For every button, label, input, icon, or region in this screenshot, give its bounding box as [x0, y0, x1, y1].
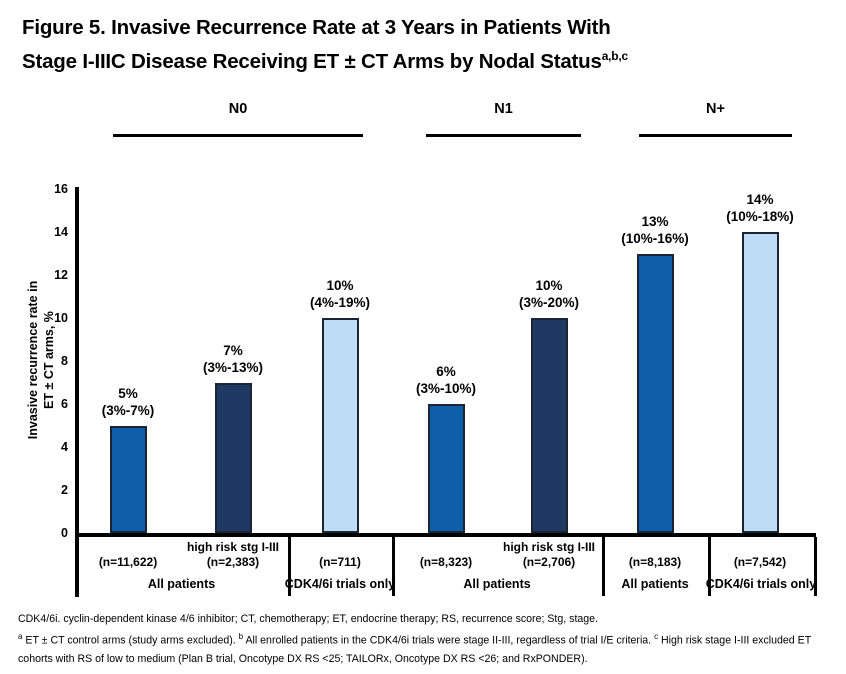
section-divider: [602, 537, 605, 596]
bar-value-label: 7% (3%-13%): [158, 342, 308, 376]
bar-n-label: (n=7,542): [680, 555, 840, 570]
bar-value-label: 6% (3%-10%): [371, 363, 521, 397]
bar-value-label: 5% (3%-7%): [53, 385, 203, 419]
bar: [321, 318, 359, 533]
bar-ci-text: (3%-7%): [101, 402, 155, 418]
footnote-note-b: All enrolled patients in the CDK4/6i tri…: [243, 634, 655, 647]
footnote-details: a ET ± CT control arms (study arms exclu…: [18, 628, 836, 668]
bar-ci-text: (3%-20%): [518, 295, 580, 310]
bar-n-text: (n=8,183): [628, 555, 682, 569]
bar-percent-text: 14%: [746, 192, 774, 207]
footnote-note-a: ET ± CT control arms (study arms exclude…: [22, 634, 239, 647]
bar-ci-text: (3%-10%): [415, 381, 477, 396]
bar-n-label: (n=711): [260, 555, 420, 570]
footnotes: CDK4/6i. cyclin-dependent kinase 4/6 inh…: [18, 610, 836, 668]
section-divider: [708, 537, 711, 596]
bar-value-label: 10% (4%-19%): [265, 277, 415, 311]
figure-title: Figure 5. Invasive Recurrence Rate at 3 …: [22, 14, 812, 76]
bar: [214, 382, 252, 533]
bar-n-label: high risk stg I-III (n=2,383): [153, 540, 313, 570]
y-axis-line: [75, 187, 79, 597]
group-header: N1: [426, 101, 581, 137]
y-axis-tick-label: 0: [61, 526, 68, 540]
section-label: All patients: [463, 577, 531, 591]
bar-n-text: (n=711): [319, 555, 361, 569]
section-label: All patients: [621, 577, 689, 591]
bar: [636, 253, 674, 533]
bar-n-label: (n=8,323): [366, 555, 526, 570]
figure-title-line1: Figure 5. Invasive Recurrence Rate at 3 …: [22, 16, 611, 39]
bar-n-text: (n=11,622): [98, 555, 158, 569]
footnote-sup-c: c: [654, 632, 659, 641]
footnote-sup-a: a: [18, 632, 23, 641]
group-header: N+: [639, 101, 792, 137]
group-header-label: N+: [706, 101, 725, 117]
bar-ci-text: (4%-19%): [309, 295, 371, 310]
bar-percent-text: 7%: [223, 342, 243, 358]
bar: [530, 318, 568, 533]
section-divider: [392, 537, 395, 596]
bar: [109, 425, 147, 533]
bar-value-label: 13% (10%-16%): [580, 213, 730, 247]
bar-percent-text: 5%: [118, 385, 138, 401]
bar-n-label: high risk stg I-III (n=2,706): [469, 540, 629, 570]
y-axis-tick-label: 12: [54, 268, 68, 282]
bar-value-label: 10% (3%-20%): [474, 277, 624, 311]
section-divider: [814, 537, 817, 596]
y-axis-tick-label: 2: [61, 483, 68, 497]
bar-percent-text: 13%: [641, 213, 669, 229]
section-label: CDK4/6i trials only: [284, 577, 396, 591]
bar-sublabel-text: high risk stg I-III: [502, 540, 595, 554]
figure-title-line2: Stage I-IIIC Disease Receiving ET ± CT A…: [22, 49, 602, 73]
x-axis-line: [75, 533, 816, 537]
bar-value-label: 14% (10%-18%): [685, 191, 835, 225]
bar-ci-text: (3%-13%): [202, 359, 264, 375]
y-axis-tick-label: 6: [61, 397, 68, 411]
bar-percent-text: 10%: [326, 278, 354, 293]
y-axis-tick-label: 4: [61, 440, 68, 454]
bar-n-text: (n=8,323): [419, 555, 473, 569]
footnote-abbreviations: CDK4/6i. cyclin-dependent kinase 4/6 inh…: [18, 613, 599, 625]
y-axis-tick-label: 8: [61, 354, 68, 368]
figure-title-superscript: a,b,c: [601, 49, 629, 63]
bar: [427, 404, 465, 533]
bar-n-text: (n=7,542): [733, 555, 787, 569]
y-axis-tick-label: 16: [54, 182, 68, 196]
bar-n-text: (n=2,383): [206, 555, 260, 569]
y-axis-tick-label: 14: [54, 225, 68, 239]
y-axis-tick-label: 10: [54, 311, 68, 325]
footnote-note-c: High risk stage I-III excluded ET cohort…: [18, 634, 811, 665]
group-header-label: N0: [228, 101, 248, 117]
bar-n-text: (n=2,706): [522, 555, 576, 569]
section-label: All patients: [147, 577, 216, 591]
bar-ci-text: (10%-18%): [726, 209, 794, 224]
group-header: N0: [113, 101, 363, 137]
group-header-label: N1: [494, 101, 513, 117]
bar-n-label: (n=8,183): [575, 555, 735, 570]
section-divider: [288, 537, 291, 596]
bar-percent-text: 6%: [436, 364, 456, 379]
footnote-sup-b: b: [238, 632, 244, 641]
bar-ci-text: (10%-16%): [621, 230, 689, 246]
bar-percent-text: 10%: [535, 278, 563, 293]
bar-sublabel-text: high risk stg I-III: [186, 540, 279, 554]
bar-n-label: (n=11,622): [48, 555, 208, 570]
bar: [741, 232, 779, 533]
section-label: CDK4/6i trials only: [705, 577, 817, 591]
